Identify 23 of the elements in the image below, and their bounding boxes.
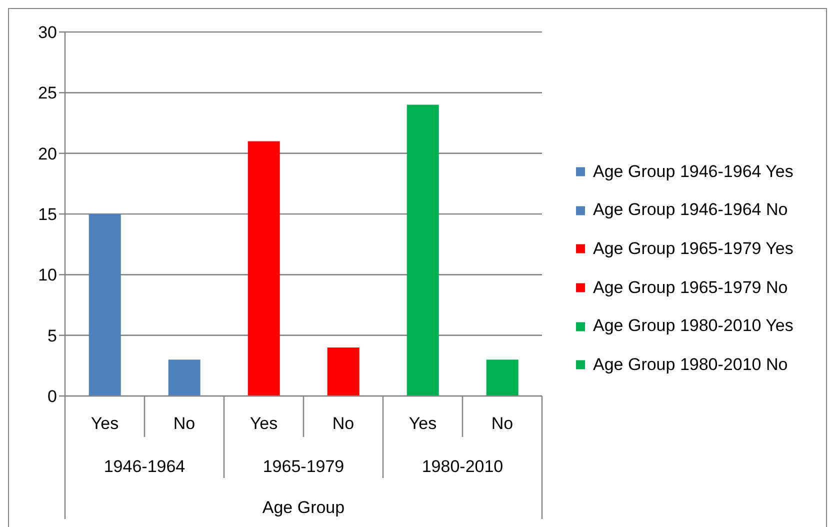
text: 1980-2010 <box>422 456 504 476</box>
text: 1946-1964 <box>104 456 186 476</box>
x-tick-label: No <box>491 414 514 432</box>
legend-label: Age Group 1965-1979 No <box>593 278 788 298</box>
legend-label: Age Group 1946-1964 Yes <box>593 162 794 182</box>
x-axis-title: Age Group <box>262 498 345 516</box>
y-tick-label: 15 <box>38 205 57 224</box>
y-tick-label: 10 <box>38 266 57 285</box>
x-tick-label: Yes <box>90 414 119 432</box>
x-tick-label: Yes <box>250 414 278 432</box>
legend-label: Age Group 1980-2010 No <box>593 354 788 375</box>
text: 1965-1979 <box>262 456 344 476</box>
y-tick-label: 30 <box>38 23 57 42</box>
legend-label: Age Group 1965-1979 Yes <box>593 239 794 260</box>
y-tick-label: 0 <box>48 387 57 406</box>
legend-label: Age Group 1980-2010 Yes <box>593 316 794 336</box>
y-tick-label: 20 <box>38 144 57 164</box>
legend-label: Age Group 1946-1964 No <box>593 200 788 221</box>
y-tick-label: 5 <box>48 326 57 346</box>
x-tick-label: No <box>332 414 354 432</box>
y-tick-label: 25 <box>38 84 57 103</box>
x-tick-label: No <box>173 414 196 432</box>
x-tick-label: Yes <box>408 414 437 432</box>
